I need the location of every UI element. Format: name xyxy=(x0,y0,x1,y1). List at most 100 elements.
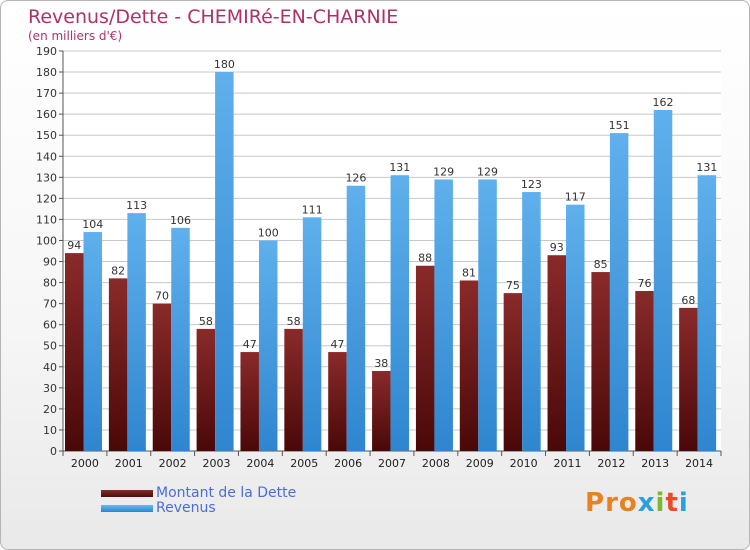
data-label-dette: 68 xyxy=(681,294,695,307)
data-label-dette: 58 xyxy=(199,315,213,328)
data-label-revenus: 126 xyxy=(345,172,366,185)
data-label-dette: 85 xyxy=(594,258,608,271)
y-tick-label: 140 xyxy=(36,150,57,163)
bar-revenus xyxy=(258,240,278,451)
bar-dette xyxy=(240,352,259,451)
bar-revenus xyxy=(522,192,541,452)
bar-revenus xyxy=(566,204,585,451)
bar-dette xyxy=(503,293,523,451)
x-tick-label: 2006 xyxy=(334,457,362,470)
data-label-revenus: 131 xyxy=(389,161,410,174)
bar-revenus xyxy=(478,179,497,451)
bar-revenus xyxy=(171,227,190,451)
proxiti-logo: Proxiti xyxy=(585,488,689,518)
data-label-dette: 93 xyxy=(550,241,564,254)
y-tick-label: 180 xyxy=(36,66,57,79)
x-tick-label: 2001 xyxy=(115,457,143,470)
y-tick-label: 20 xyxy=(43,403,57,416)
x-tick-label: 2007 xyxy=(378,457,406,470)
y-tick-label: 50 xyxy=(43,340,57,353)
bar-dette xyxy=(196,328,216,451)
y-tick-label: 100 xyxy=(36,234,57,247)
x-tick-label: 2008 xyxy=(422,457,450,470)
y-tick-label: 160 xyxy=(36,108,57,121)
data-label-revenus: 106 xyxy=(170,214,191,227)
bar-dette xyxy=(152,303,172,451)
bar-dette xyxy=(65,253,84,451)
bar-revenus xyxy=(390,175,410,452)
chart-title: Revenus/Dette - CHEMIRé-EN-CHARNIE xyxy=(28,6,399,28)
data-label-revenus: 162 xyxy=(653,96,674,109)
bar-revenus xyxy=(434,179,453,451)
legend-label-revenus: Revenus xyxy=(156,500,216,516)
y-tick-label: 60 xyxy=(43,319,57,332)
data-label-dette: 76 xyxy=(638,277,652,290)
bar-revenus xyxy=(302,217,322,451)
x-tick-label: 2014 xyxy=(685,457,713,470)
data-label-revenus: 113 xyxy=(126,199,147,212)
data-label-dette: 38 xyxy=(374,357,388,370)
legend-swatch-revenus xyxy=(101,505,153,512)
data-label-dette: 47 xyxy=(330,338,344,351)
bar-revenus xyxy=(215,72,234,451)
x-tick-label: 2013 xyxy=(641,457,669,470)
y-tick-label: 30 xyxy=(43,382,57,395)
x-tick-label: 2012 xyxy=(597,457,625,470)
x-tick-label: 2005 xyxy=(290,457,318,470)
y-tick-label: 120 xyxy=(36,192,57,205)
data-label-dette: 58 xyxy=(287,315,301,328)
data-label-revenus: 129 xyxy=(477,165,498,178)
bar-revenus xyxy=(127,213,146,451)
data-label-dette: 94 xyxy=(67,239,81,252)
chart-subtitle: (en milliers d'€) xyxy=(28,29,123,43)
bar-dette xyxy=(328,352,347,451)
y-tick-label: 90 xyxy=(43,256,57,269)
bar-dette xyxy=(635,291,654,451)
bar-dette xyxy=(547,255,567,451)
y-tick-label: 80 xyxy=(43,277,57,290)
y-tick-label: 190 xyxy=(36,45,57,58)
data-label-dette: 88 xyxy=(418,252,432,265)
data-label-revenus: 131 xyxy=(696,161,717,174)
y-tick-label: 170 xyxy=(36,87,57,100)
y-tick-label: 0 xyxy=(50,445,57,458)
bar-dette xyxy=(372,371,391,451)
bar-revenus xyxy=(697,175,717,452)
x-tick-label: 2004 xyxy=(246,457,274,470)
x-tick-label: 2000 xyxy=(71,457,99,470)
y-tick-label: 70 xyxy=(43,298,57,311)
y-tick-label: 130 xyxy=(36,171,57,184)
data-label-dette: 75 xyxy=(506,279,520,292)
x-tick-label: 2011 xyxy=(553,457,581,470)
y-tick-label: 10 xyxy=(43,424,57,437)
bar-revenus xyxy=(609,133,629,451)
bar-revenus xyxy=(346,185,366,451)
data-label-revenus: 111 xyxy=(302,203,323,216)
bar-revenus xyxy=(653,109,673,452)
x-tick-label: 2002 xyxy=(159,457,187,470)
data-label-revenus: 117 xyxy=(565,191,586,204)
data-label-revenus: 151 xyxy=(609,119,630,132)
x-tick-label: 2009 xyxy=(466,457,494,470)
data-label-dette: 47 xyxy=(243,338,257,351)
x-tick-label: 2003 xyxy=(203,457,231,470)
y-tick-label: 150 xyxy=(36,129,57,142)
legend-label-dette: Montant de la Dette xyxy=(156,485,297,501)
x-tick-label: 2010 xyxy=(510,457,538,470)
bar-dette xyxy=(679,307,698,451)
y-tick-label: 110 xyxy=(36,213,57,226)
bar-dette xyxy=(415,265,435,451)
data-label-dette: 70 xyxy=(155,290,169,303)
bar-dette xyxy=(108,278,128,451)
data-label-revenus: 104 xyxy=(82,218,103,231)
y-tick-label: 40 xyxy=(43,361,57,374)
bar-dette xyxy=(284,328,303,451)
bar-revenus xyxy=(83,232,102,451)
data-label-dette: 81 xyxy=(462,266,476,279)
legend-swatch-dette xyxy=(101,490,153,497)
data-label-revenus: 129 xyxy=(433,165,454,178)
data-label-dette: 82 xyxy=(111,264,125,277)
bar-dette xyxy=(591,272,610,451)
